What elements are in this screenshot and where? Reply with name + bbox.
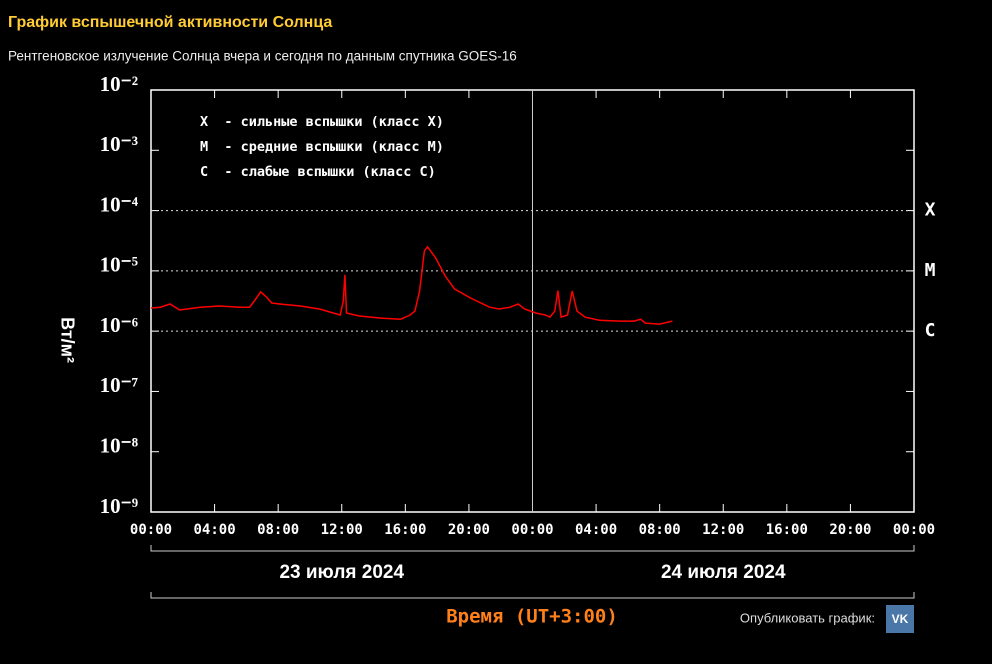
- x-tick-label: 12:00: [321, 522, 363, 538]
- flux-line: [150, 245, 673, 325]
- legend-text: M - средние вспышки (класс M): [200, 139, 444, 155]
- x-tick-label: 20:00: [829, 522, 871, 538]
- y-tick-label: 10⁻⁷: [100, 373, 138, 397]
- threshold-label: M: [925, 260, 936, 281]
- x-tick-label: 00:00: [130, 522, 172, 538]
- y-tick-label: 10⁻⁴: [100, 192, 139, 216]
- y-axis-label: Вт/м²: [57, 317, 77, 363]
- x-tick-label: 04:00: [575, 522, 617, 538]
- y-tick-label: 10⁻⁵: [100, 253, 138, 277]
- day-label: 23 июля 2024: [279, 562, 404, 583]
- y-tick-label: 10⁻³: [100, 132, 138, 156]
- x-tick-label: 00:00: [511, 522, 553, 538]
- y-tick-label: 10⁻⁶: [100, 313, 138, 337]
- title: График вспышечной активности Солнца: [8, 14, 332, 31]
- subtitle: Рентгеновское излучение Солнца вчера и с…: [8, 49, 517, 64]
- x-tick-label: 16:00: [384, 522, 426, 538]
- bracket: [150, 545, 915, 599]
- vk-icon[interactable]: VK: [892, 612, 909, 626]
- x-tick-label: 04:00: [194, 522, 236, 538]
- x-tick-label: 16:00: [766, 522, 808, 538]
- threshold-label: C: [925, 320, 936, 341]
- y-tick-label: 10⁻²: [100, 72, 138, 96]
- x-tick-label: 00:00: [893, 522, 935, 538]
- day-label: 24 июля 2024: [661, 562, 786, 583]
- legend-text: X - сильные вспышки (класс X): [200, 114, 444, 130]
- x-tick-label: 20:00: [448, 522, 490, 538]
- y-tick-label: 10⁻⁸: [100, 434, 138, 458]
- threshold-label: X: [925, 200, 936, 221]
- x-tick-label: 08:00: [257, 522, 299, 538]
- x-tick-label: 08:00: [639, 522, 681, 538]
- legend-text: C - слабые вспышки (класс C): [200, 164, 436, 180]
- vk-button[interactable]: [886, 605, 914, 633]
- x-axis-label: Время (UT+3:00): [446, 606, 618, 628]
- share-text: Опубликовать график:: [740, 610, 875, 625]
- y-tick-label: 10⁻⁹: [100, 494, 138, 518]
- x-tick-label: 12:00: [702, 522, 744, 538]
